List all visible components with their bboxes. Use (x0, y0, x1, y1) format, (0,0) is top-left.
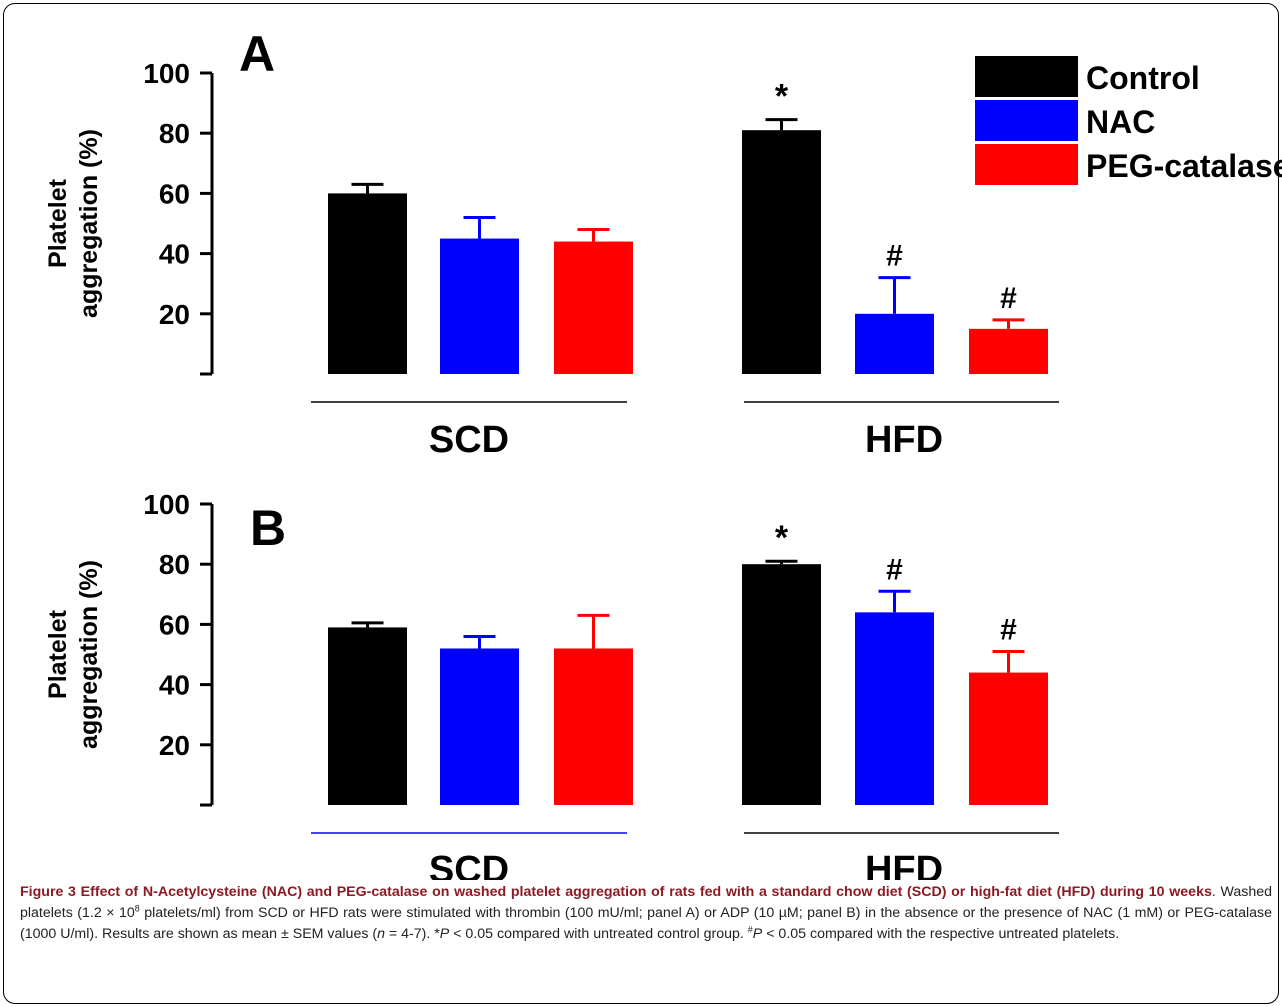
significance-hash: # (1000, 613, 1017, 646)
figure-caption: Figure 3 Effect of N-Acetylcysteine (NAC… (20, 882, 1272, 945)
significance-hash: # (886, 240, 903, 273)
caption-body-2: platelets/ml) from SCD or HFD rats were … (20, 905, 1272, 942)
caption-title: Effect of N-Acetylcysteine (NAC) and PEG… (80, 884, 1212, 900)
significance-hash: # (1000, 282, 1017, 315)
caption-body-5: < 0.05 compared with the respective untr… (762, 926, 1120, 942)
caption-body-3: = 4-7). * (384, 926, 440, 942)
y-axis-label: aggregation (%) (75, 560, 103, 749)
legend-label: PEG-catalase (1086, 148, 1282, 184)
legend-swatch-control (975, 56, 1078, 97)
significance-star: * (775, 519, 789, 557)
figure-frame (3, 3, 1279, 1004)
bar-scd-nac (440, 238, 519, 374)
y-tick-label: 80 (159, 549, 190, 580)
panel-label-B: B (250, 500, 286, 556)
caption-exponent: 8 (134, 903, 140, 914)
bar-scd-control (328, 193, 407, 374)
caption-body-1: . Washed platelets (1.2 × 10 (20, 884, 1273, 921)
y-tick-label: 80 (159, 118, 190, 149)
y-axis-label: Platelet (44, 609, 72, 699)
y-tick-label: 100 (143, 489, 190, 520)
y-axis-label: aggregation (%) (75, 129, 103, 318)
y-tick-label: 40 (159, 239, 190, 270)
legend-swatch-nac (975, 100, 1078, 141)
bar-hfd-peg-catalase (969, 328, 1048, 374)
y-tick-label: 60 (159, 609, 190, 640)
bar-scd-nac (440, 648, 519, 805)
bar-hfd-peg-catalase (969, 672, 1048, 805)
group-label-scd: SCD (429, 849, 509, 880)
group-label-hfd: HFD (865, 419, 943, 461)
significance-hash: # (886, 553, 903, 586)
bar-scd-peg-catalase (554, 648, 633, 805)
caption-p-1: P (439, 926, 450, 942)
legend-swatch-peg-catalase (975, 144, 1078, 185)
y-tick-label: 20 (159, 730, 190, 761)
bar-hfd-nac (855, 313, 934, 374)
legend-label: NAC (1086, 104, 1155, 140)
caption-label: Figure 3 (20, 884, 76, 900)
y-tick-label: 100 (143, 58, 190, 89)
group-label-scd: SCD (429, 419, 509, 461)
bar-hfd-nac (855, 612, 934, 805)
y-axis-label: Platelet (44, 178, 72, 268)
caption-n: n (377, 926, 385, 942)
panel-label-A: A (239, 26, 275, 82)
legend-label: Control (1086, 60, 1200, 96)
y-tick-label: 20 (159, 299, 190, 330)
significance-star: * (775, 78, 789, 116)
bar-scd-control (328, 627, 407, 805)
caption-body-4: < 0.05 compared with untreated control g… (449, 926, 748, 942)
y-tick-label: 40 (159, 670, 190, 701)
bar-hfd-control (742, 130, 821, 374)
y-tick-label: 60 (159, 178, 190, 209)
caption-hash: # (747, 924, 753, 935)
bar-scd-peg-catalase (554, 241, 633, 374)
caption-p-2: P (752, 926, 763, 942)
group-label-hfd: HFD (865, 849, 943, 880)
bar-hfd-control (742, 564, 821, 805)
